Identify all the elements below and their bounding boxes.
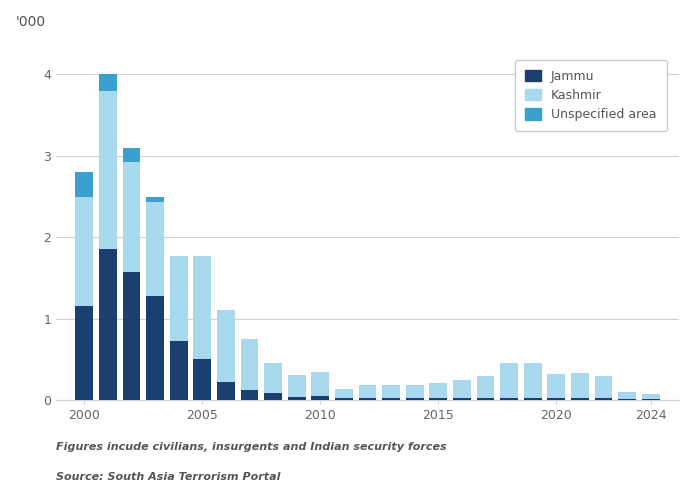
Bar — [241, 339, 258, 390]
Text: '000: '000 — [15, 15, 46, 29]
Bar — [265, 364, 282, 394]
Bar — [288, 396, 306, 400]
Bar — [524, 398, 542, 400]
Bar — [288, 375, 306, 396]
Bar — [170, 256, 188, 342]
Bar — [429, 383, 447, 398]
Bar — [358, 398, 377, 400]
Bar — [99, 74, 117, 90]
Bar — [453, 380, 470, 398]
Bar — [335, 388, 353, 398]
Bar — [477, 398, 494, 400]
Bar — [500, 364, 518, 398]
Text: Figures incude civilians, insurgents and Indian security forces: Figures incude civilians, insurgents and… — [56, 442, 447, 452]
Bar — [312, 372, 329, 396]
Bar — [429, 398, 447, 400]
Bar — [312, 396, 329, 400]
Bar — [594, 376, 612, 398]
Bar — [241, 390, 258, 400]
Legend: Jammu, Kashmir, Unspecified area: Jammu, Kashmir, Unspecified area — [514, 60, 666, 131]
Bar — [217, 310, 234, 382]
Bar — [99, 90, 117, 250]
Bar — [406, 386, 424, 398]
Bar — [477, 376, 494, 398]
Bar — [382, 398, 400, 400]
Bar — [146, 296, 164, 400]
Bar — [217, 382, 234, 400]
Bar — [170, 342, 188, 400]
Bar — [99, 250, 117, 400]
Bar — [122, 162, 141, 272]
Bar — [193, 360, 211, 400]
Bar — [76, 196, 93, 306]
Bar — [571, 398, 589, 400]
Bar — [265, 394, 282, 400]
Bar — [335, 398, 353, 400]
Bar — [193, 256, 211, 360]
Bar — [146, 196, 164, 202]
Bar — [76, 172, 93, 197]
Bar — [358, 384, 377, 398]
Bar — [571, 373, 589, 398]
Bar — [122, 272, 141, 400]
Bar — [76, 306, 93, 400]
Bar — [382, 386, 400, 398]
Bar — [642, 394, 659, 399]
Bar — [406, 398, 424, 400]
Bar — [547, 374, 565, 398]
Bar — [453, 398, 470, 400]
Bar — [642, 399, 659, 400]
Bar — [618, 399, 636, 400]
Bar — [524, 364, 542, 398]
Bar — [618, 392, 636, 399]
Text: Source: South Asia Terrorism Portal: Source: South Asia Terrorism Portal — [56, 472, 281, 482]
Bar — [547, 398, 565, 400]
Bar — [122, 148, 141, 162]
Bar — [594, 398, 612, 400]
Bar — [146, 202, 164, 296]
Bar — [500, 398, 518, 400]
